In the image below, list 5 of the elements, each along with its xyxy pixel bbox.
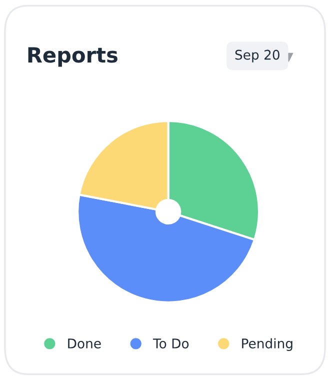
chart-title: Reports xyxy=(28,47,118,67)
legend-label: Done xyxy=(68,338,101,348)
legend-label: To Do xyxy=(152,338,189,348)
legend-label: Pending xyxy=(242,338,292,352)
chart-subtitle: Sep 20 xyxy=(235,50,280,62)
